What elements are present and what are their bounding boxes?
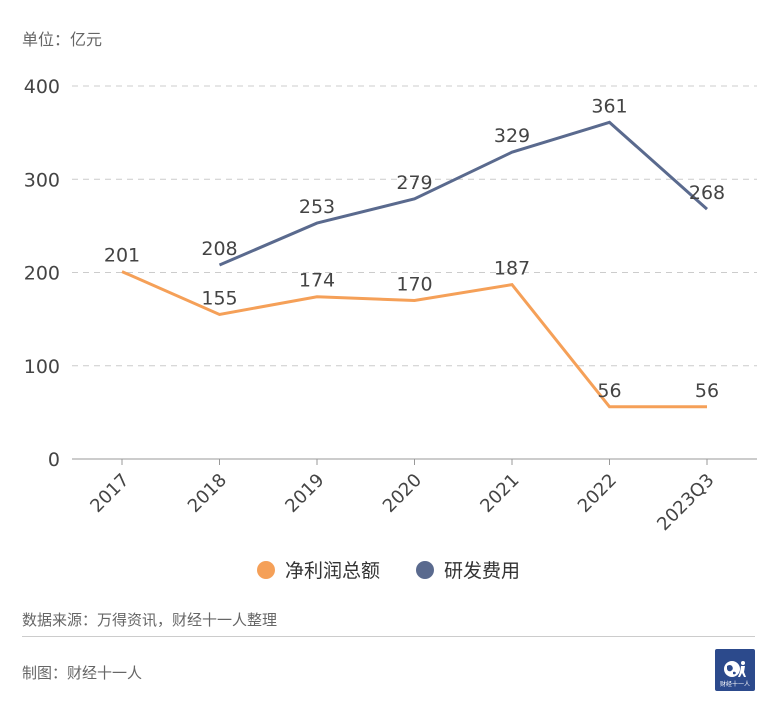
logo-text: 财经十一人: [719, 681, 750, 688]
legend-dot-rd: [416, 560, 434, 579]
data-label-s1-2018: 208: [201, 238, 237, 260]
data-label-s0-2019: 174: [299, 270, 335, 292]
data-labels: 201 155 174 170 187 56 56 208 253 279 329 361 268: [104, 95, 725, 401]
x-tick-label-2018: 2018: [184, 470, 231, 517]
y-tick-label-100: 100: [24, 356, 60, 378]
data-label-s0-2022: 56: [597, 380, 621, 402]
footer-divider: [22, 636, 755, 637]
data-label-s1-2021: 329: [494, 125, 530, 147]
brand-logo: 财经十一人: [715, 649, 755, 691]
x-axis: 2017 2018 2019 2020 2021 2022 2023Q3: [72, 458, 757, 535]
data-label-s0-2023Q3: 56: [695, 380, 719, 402]
y-tick-label-400: 400: [24, 76, 60, 98]
series-line-1: [218, 120, 708, 267]
data-label-s1-2020: 279: [396, 172, 432, 194]
x-tick-label-2023Q3: 2023Q3: [653, 470, 718, 535]
unit-label: 单位：亿元: [22, 30, 103, 49]
y-tick-label-300: 300: [24, 169, 60, 191]
legend-dot-net-profit: [256, 560, 275, 579]
y-tick-label-0: 0: [48, 449, 60, 471]
legend-item-rd[interactable]: 研发费用: [416, 556, 520, 583]
x-tick-label-2021: 2021: [476, 470, 523, 517]
data-label-s0-2020: 170: [396, 273, 432, 295]
series-lines: [121, 120, 708, 409]
legend-label-rd: 研发费用: [444, 560, 521, 582]
globe-figure-icon: [724, 661, 746, 677]
series-line-0: [121, 270, 707, 409]
x-tick-label-2020: 2020: [379, 470, 426, 517]
data-label-s1-2023Q3: 268: [689, 182, 725, 204]
legend: 净利润总额 研发费用: [0, 556, 777, 583]
data-label-s0-2021: 187: [494, 258, 530, 280]
x-tick-label-2022: 2022: [574, 470, 621, 517]
grid-lines: [72, 85, 757, 367]
data-label-s1-2022: 361: [591, 95, 627, 117]
x-tick-label-2017: 2017: [86, 470, 133, 517]
y-axis: 0 100 200 300 400: [24, 76, 60, 471]
data-label-s0-2018: 155: [201, 287, 237, 309]
y-tick-label-200: 200: [24, 263, 60, 285]
x-tick-label-2019: 2019: [281, 470, 328, 517]
source-note: 数据来源：万得资讯，财经十一人整理: [22, 611, 278, 629]
legend-label-net-profit: 净利润总额: [284, 560, 380, 582]
legend-item-net-profit[interactable]: 净利润总额: [256, 556, 380, 583]
data-label-s1-2019: 253: [299, 196, 335, 218]
data-label-s0-2017: 201: [104, 245, 140, 267]
credit-note: 制图：财经十一人: [22, 664, 143, 682]
